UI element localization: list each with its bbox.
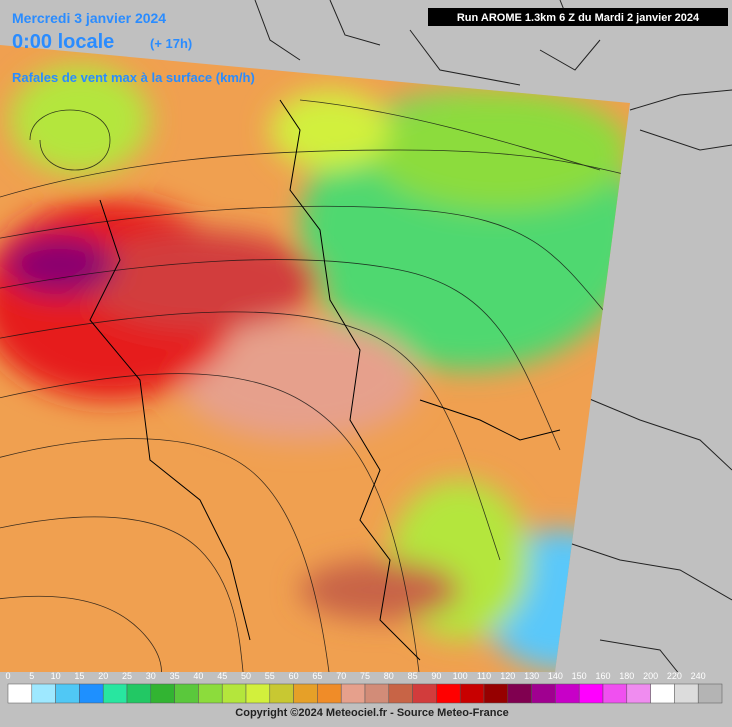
scale-label: 80 — [384, 671, 394, 681]
color-swatch — [531, 683, 556, 704]
color-swatch — [483, 683, 509, 704]
color-swatch — [459, 683, 485, 704]
wind-field — [0, 45, 630, 672]
scale-label: 140 — [548, 671, 563, 681]
scale-label: 75 — [360, 671, 370, 681]
scale-label: 10 — [51, 671, 61, 681]
scale-label: 110 — [477, 671, 491, 681]
scale-label: 85 — [408, 671, 418, 681]
color-swatch — [79, 683, 104, 704]
scale-label: 30 — [146, 671, 156, 681]
color-swatch — [626, 683, 651, 704]
scale-label: 40 — [193, 671, 203, 681]
color-swatch — [674, 683, 699, 704]
color-swatch — [293, 683, 318, 704]
lead-time: (+ 17h) — [150, 36, 192, 51]
parameter-title: Rafales de vent max à la surface (km/h) — [12, 70, 255, 85]
scale-label: 50 — [241, 671, 251, 681]
color-swatch — [317, 683, 342, 704]
copyright: Copyright ©2024 Meteociel.fr - Source Me… — [235, 707, 508, 719]
forecast-date: Mercredi 3 janvier 2024 — [12, 10, 166, 26]
scale-label: 20 — [98, 671, 108, 681]
color-swatch — [221, 683, 247, 704]
scale-label: 60 — [289, 671, 299, 681]
color-swatch — [102, 683, 128, 704]
country-borders — [89, 99, 561, 661]
color-swatch — [388, 683, 413, 704]
color-scale: 0 5 10 15 20 25 30 35 40 45 50 55 60 65 70 75 80 85 90 100 1… — [5, 671, 723, 704]
scale-label: 15 — [74, 671, 84, 681]
scale-label: 45 — [217, 671, 227, 681]
color-swatch — [245, 683, 271, 704]
scale-label: 180 — [619, 671, 634, 681]
scale-label: 150 — [572, 671, 587, 681]
color-swatch — [507, 683, 532, 704]
color-swatch — [7, 683, 33, 704]
scale-label: 160 — [595, 671, 610, 681]
color-swatch — [31, 683, 56, 704]
scale-label: 220 — [667, 671, 682, 681]
color-swatch — [340, 683, 366, 704]
scale-label: 5 — [29, 671, 34, 681]
scale-label: 100 — [453, 671, 468, 681]
streamlines — [0, 99, 630, 672]
color-swatch — [578, 683, 604, 704]
scale-label: 240 — [691, 671, 706, 681]
run-label: Run AROME 1.3km 6 Z du Mardi 2 janvier 2… — [457, 12, 700, 24]
scale-label: 130 — [524, 671, 539, 681]
color-swatch — [150, 683, 175, 704]
scale-label: 200 — [643, 671, 658, 681]
scale-label: 90 — [431, 671, 441, 681]
scale-label: 65 — [312, 671, 322, 681]
scale-label: 120 — [500, 671, 515, 681]
scale-label: 55 — [265, 671, 275, 681]
forecast-time: 0:00 locale — [12, 31, 114, 53]
scale-label: 25 — [122, 671, 132, 681]
color-swatch — [126, 683, 152, 704]
color-swatch — [650, 683, 675, 704]
color-swatch — [174, 683, 199, 704]
color-swatch — [364, 683, 390, 704]
run-label-box — [428, 8, 728, 26]
color-swatch — [55, 683, 80, 704]
color-swatch — [198, 683, 223, 704]
scale-label: 70 — [336, 671, 346, 681]
scale-label: 0 — [5, 671, 10, 681]
color-swatch — [697, 683, 723, 704]
color-swatch — [412, 683, 437, 704]
color-swatch — [269, 683, 294, 704]
color-swatch — [602, 683, 628, 704]
scale-label: 35 — [170, 671, 180, 681]
color-swatch — [555, 683, 580, 704]
color-swatch — [436, 683, 461, 704]
